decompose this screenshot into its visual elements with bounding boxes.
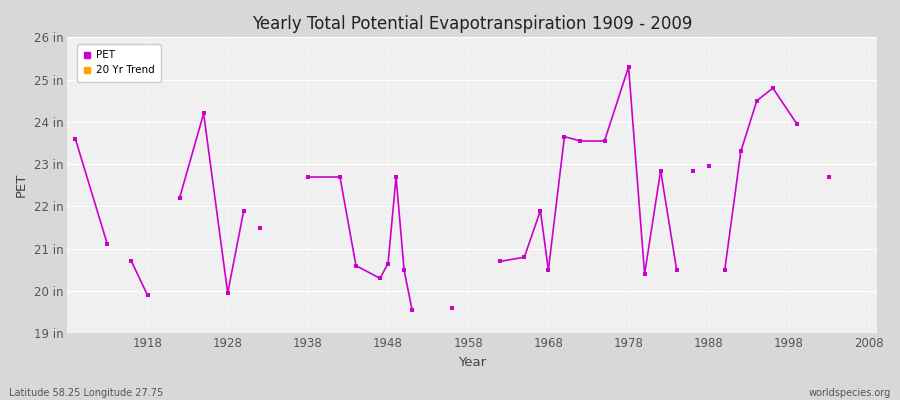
Point bbox=[598, 138, 612, 144]
Point bbox=[557, 134, 572, 140]
Point bbox=[173, 195, 187, 201]
Point bbox=[750, 98, 764, 104]
Point bbox=[621, 64, 635, 70]
Point bbox=[541, 267, 555, 273]
Y-axis label: PET: PET bbox=[15, 173, 28, 198]
Point bbox=[349, 262, 364, 269]
Point bbox=[822, 174, 836, 180]
Point bbox=[637, 271, 652, 277]
Point bbox=[397, 267, 411, 273]
Point bbox=[518, 254, 532, 260]
Point bbox=[301, 174, 315, 180]
Point bbox=[373, 275, 387, 282]
Point bbox=[493, 258, 508, 265]
Point bbox=[789, 121, 804, 127]
Point bbox=[686, 167, 700, 174]
Point bbox=[124, 258, 139, 265]
Point bbox=[445, 305, 459, 311]
Point bbox=[373, 275, 387, 282]
Point bbox=[653, 167, 668, 174]
Point bbox=[381, 260, 395, 267]
Point bbox=[573, 138, 588, 144]
Point bbox=[822, 174, 836, 180]
Point bbox=[766, 85, 780, 91]
Point bbox=[670, 267, 684, 273]
Point bbox=[598, 138, 612, 144]
Point bbox=[541, 267, 555, 273]
Point bbox=[766, 85, 780, 91]
Point bbox=[220, 290, 235, 296]
Point bbox=[237, 208, 251, 214]
Point bbox=[734, 148, 748, 155]
Point bbox=[333, 174, 347, 180]
Point bbox=[253, 224, 267, 231]
Point bbox=[717, 267, 732, 273]
Point bbox=[701, 163, 716, 170]
Point bbox=[100, 241, 114, 248]
Point bbox=[734, 148, 748, 155]
Point bbox=[349, 262, 364, 269]
Point bbox=[750, 98, 764, 104]
Point bbox=[389, 174, 403, 180]
X-axis label: Year: Year bbox=[458, 356, 486, 369]
Point bbox=[196, 110, 211, 117]
Point bbox=[518, 254, 532, 260]
Point bbox=[196, 110, 211, 117]
Point bbox=[389, 174, 403, 180]
Point bbox=[253, 224, 267, 231]
Point bbox=[68, 136, 83, 142]
Point bbox=[140, 292, 155, 298]
Point bbox=[557, 134, 572, 140]
Point bbox=[333, 174, 347, 180]
Point bbox=[533, 208, 547, 214]
Point bbox=[653, 167, 668, 174]
Point bbox=[621, 64, 635, 70]
Point bbox=[686, 167, 700, 174]
Point bbox=[445, 305, 459, 311]
Text: Latitude 58.25 Longitude 27.75: Latitude 58.25 Longitude 27.75 bbox=[9, 388, 163, 398]
Legend: PET, 20 Yr Trend: PET, 20 Yr Trend bbox=[76, 44, 161, 82]
Point bbox=[701, 163, 716, 170]
Point bbox=[637, 271, 652, 277]
Point bbox=[397, 267, 411, 273]
Point bbox=[533, 208, 547, 214]
Text: worldspecies.org: worldspecies.org bbox=[809, 388, 891, 398]
Point bbox=[405, 307, 419, 313]
Title: Yearly Total Potential Evapotranspiration 1909 - 2009: Yearly Total Potential Evapotranspiratio… bbox=[252, 15, 692, 33]
Point bbox=[381, 260, 395, 267]
Point bbox=[220, 290, 235, 296]
Point bbox=[573, 138, 588, 144]
